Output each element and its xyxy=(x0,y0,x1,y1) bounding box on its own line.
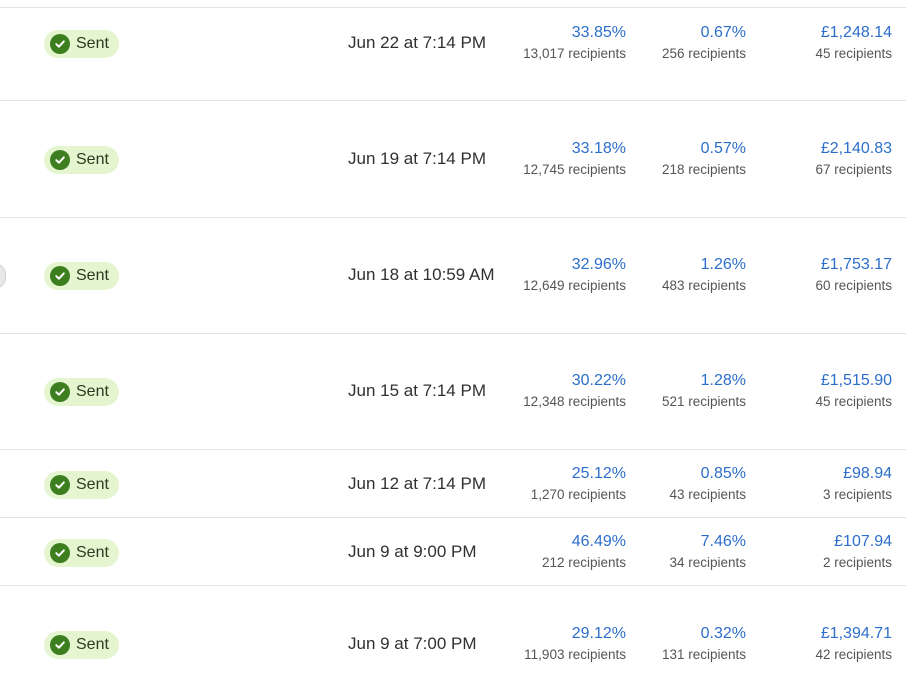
open-rate-cell: 32.96% 12,649 recipients xyxy=(523,255,626,296)
status-label: Sent xyxy=(76,476,109,493)
sent-date: Jun 9 at 9:00 PM xyxy=(348,542,477,561)
check-circle-icon xyxy=(50,635,70,655)
click-recipients: 483 recipients xyxy=(661,278,746,293)
status-label: Sent xyxy=(76,544,109,561)
status-label: Sent xyxy=(76,383,109,400)
status-badge: Sent xyxy=(44,631,119,659)
table-row[interactable]: Sent Jun 9 at 9:00 PM 46.49% 212 recipients… xyxy=(0,517,906,585)
revenue-recipients: 60 recipients xyxy=(815,278,892,293)
revenue[interactable]: £98.94 xyxy=(843,465,892,482)
click-recipients: 34 recipients xyxy=(669,555,746,570)
table-row[interactable]: Sent Jun 18 at 10:59 AM 32.96% 12,649 recip… xyxy=(0,217,906,333)
table-row[interactable]: Sent Jun 12 at 7:14 PM 25.12% 1,270 recipie… xyxy=(0,449,906,517)
revenue-recipients: 45 recipients xyxy=(815,46,892,61)
click-rate[interactable]: 0.67% xyxy=(700,24,746,41)
check-circle-icon xyxy=(50,266,70,286)
open-rate[interactable]: 32.96% xyxy=(571,256,626,273)
click-rate[interactable]: 0.57% xyxy=(700,140,746,157)
status-badge: Sent xyxy=(44,262,119,290)
click-rate-cell: 1.26% 483 recipients xyxy=(662,255,746,296)
click-rate-cell: 7.46% 34 recipients xyxy=(669,532,746,573)
status-label: Sent xyxy=(76,35,109,52)
click-rate[interactable]: 7.46% xyxy=(700,533,746,550)
click-rate-cell: 0.85% 43 recipients xyxy=(669,464,746,505)
revenue-recipients: 42 recipients xyxy=(815,647,892,662)
click-rate-cell: 0.57% 218 recipients xyxy=(662,139,746,180)
open-rate-cell: 33.18% 12,745 recipients xyxy=(523,139,626,180)
click-rate[interactable]: 1.28% xyxy=(700,372,746,389)
sent-date: Jun 19 at 7:14 PM xyxy=(348,149,486,168)
open-rate[interactable]: 46.49% xyxy=(571,533,626,550)
status-badge: Sent xyxy=(44,30,119,58)
click-rate[interactable]: 0.32% xyxy=(700,625,746,642)
revenue[interactable]: £1,248.14 xyxy=(820,24,892,41)
open-rate-cell: 46.49% 212 recipients xyxy=(542,532,626,573)
open-rate[interactable]: 33.85% xyxy=(571,24,626,41)
revenue[interactable]: £1,394.71 xyxy=(820,625,892,642)
open-rate[interactable]: 30.22% xyxy=(571,372,626,389)
status-label: Sent xyxy=(76,267,109,284)
open-rate-cell: 29.12% 11,903 recipients xyxy=(524,624,626,665)
revenue-cell: £1,753.17 60 recipients xyxy=(815,255,892,296)
status-badge: Sent xyxy=(44,146,119,174)
revenue-recipients: 45 recipients xyxy=(815,394,892,409)
sent-date: Jun 18 at 10:59 AM xyxy=(348,265,495,284)
check-circle-icon xyxy=(50,382,70,402)
open-rate-cell: 30.22% 12,348 recipients xyxy=(523,371,626,412)
revenue-cell: £1,248.14 45 recipients xyxy=(815,23,892,64)
click-rate[interactable]: 1.26% xyxy=(700,256,746,273)
revenue-recipients: 3 recipients xyxy=(822,487,892,502)
open-recipients: 12,745 recipients xyxy=(523,162,626,177)
click-rate-cell: 1.28% 521 recipients xyxy=(662,371,746,412)
row-selector[interactable] xyxy=(0,264,6,288)
status-badge: Sent xyxy=(44,471,119,499)
click-rate-cell: 0.32% 131 recipients xyxy=(662,624,746,665)
revenue[interactable]: £107.94 xyxy=(834,533,892,550)
sent-date: Jun 9 at 7:00 PM xyxy=(348,634,477,653)
revenue-cell: £1,515.90 45 recipients xyxy=(815,371,892,412)
check-circle-icon xyxy=(50,34,70,54)
revenue[interactable]: £1,515.90 xyxy=(820,372,892,389)
open-recipients: 1,270 recipients xyxy=(530,487,626,502)
click-rate-cell: 0.67% 256 recipients xyxy=(662,23,746,64)
open-rate[interactable]: 33.18% xyxy=(571,140,626,157)
click-rate[interactable]: 0.85% xyxy=(700,465,746,482)
sent-date: Jun 22 at 7:14 PM xyxy=(348,33,486,52)
revenue-recipients: 2 recipients xyxy=(822,555,892,570)
status-label: Sent xyxy=(76,636,109,653)
click-recipients: 131 recipients xyxy=(661,647,746,662)
open-recipients: 212 recipients xyxy=(541,555,626,570)
table-row[interactable]: Sent Jun 22 at 7:14 PM 33.85% 13,017 recipi… xyxy=(0,7,906,100)
revenue[interactable]: £1,753.17 xyxy=(820,256,892,273)
revenue-recipients: 67 recipients xyxy=(815,162,892,177)
open-rate[interactable]: 25.12% xyxy=(571,465,626,482)
revenue[interactable]: £2,140.83 xyxy=(820,140,892,157)
status-badge: Sent xyxy=(44,378,119,406)
revenue-cell: £107.94 2 recipients xyxy=(823,532,892,573)
status-label: Sent xyxy=(76,151,109,168)
click-recipients: 521 recipients xyxy=(661,394,746,409)
revenue-cell: £98.94 3 recipients xyxy=(823,464,892,505)
open-recipients: 12,649 recipients xyxy=(523,278,626,293)
revenue-cell: £1,394.71 42 recipients xyxy=(815,624,892,665)
sent-date: Jun 12 at 7:14 PM xyxy=(348,474,486,493)
sent-date: Jun 15 at 7:14 PM xyxy=(348,381,486,400)
open-rate-cell: 33.85% 13,017 recipients xyxy=(523,23,626,64)
open-recipients: 11,903 recipients xyxy=(524,647,626,662)
check-circle-icon xyxy=(50,475,70,495)
revenue-cell: £2,140.83 67 recipients xyxy=(815,139,892,180)
table-row[interactable]: Sent Jun 15 at 7:14 PM 30.22% 12,348 recipi… xyxy=(0,333,906,449)
click-recipients: 256 recipients xyxy=(661,46,746,61)
open-recipients: 13,017 recipients xyxy=(523,46,626,61)
check-circle-icon xyxy=(50,150,70,170)
status-badge: Sent xyxy=(44,539,119,567)
click-recipients: 43 recipients xyxy=(669,487,746,502)
table-row[interactable]: Sent Jun 19 at 7:14 PM 33.18% 12,745 recipi… xyxy=(0,100,906,217)
table-row[interactable]: Sent Jun 9 at 7:00 PM 29.12% 11,903 recipie… xyxy=(0,585,906,676)
open-rate-cell: 25.12% 1,270 recipients xyxy=(531,464,626,505)
open-recipients: 12,348 recipients xyxy=(523,394,626,409)
check-circle-icon xyxy=(50,543,70,563)
click-recipients: 218 recipients xyxy=(661,162,746,177)
open-rate[interactable]: 29.12% xyxy=(571,625,626,642)
